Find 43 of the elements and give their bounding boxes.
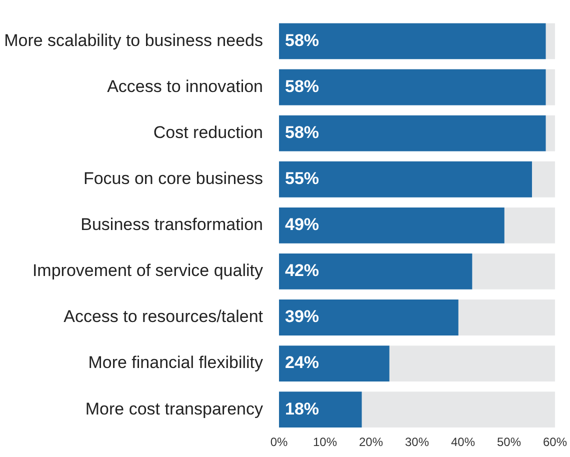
bar (546, 115, 555, 152)
bar (279, 300, 458, 336)
y-tick-label: Focus on core business (83, 169, 263, 188)
bar (532, 161, 555, 198)
x-tick-label: 30% (404, 435, 430, 450)
bar (279, 115, 546, 152)
y-tick-label: More scalability to business needs (4, 30, 263, 50)
y-tick-label: Cost reduction (153, 123, 263, 142)
bar (504, 207, 555, 244)
x-tick-label: 60% (542, 435, 568, 450)
data-label: 18% (285, 399, 320, 418)
bar (279, 207, 504, 244)
bar (362, 392, 555, 428)
data-label: 42% (285, 261, 320, 280)
bar (279, 161, 532, 198)
bar (279, 346, 390, 382)
y-tick-label: Business transformation (80, 215, 263, 234)
x-tick-label: 50% (496, 435, 522, 450)
bar (389, 346, 555, 382)
bar (546, 69, 555, 106)
y-tick-label: Access to resources/talent (64, 307, 264, 326)
data-label: 24% (285, 353, 320, 372)
y-tick-label: Access to innovation (107, 76, 263, 96)
y-tick-label: More cost transparency (85, 399, 264, 418)
bar (458, 300, 555, 336)
data-label: 39% (285, 307, 320, 326)
x-tick-label: 40% (450, 435, 476, 450)
bar (279, 253, 472, 290)
data-label: 58% (285, 123, 320, 142)
y-tick-label: More financial flexibility (88, 353, 264, 372)
bar (546, 23, 555, 60)
x-tick-label: 0% (270, 435, 288, 450)
bar (472, 253, 555, 290)
y-tick-label: Improvement of service quality (32, 261, 264, 280)
bar (279, 23, 546, 60)
bar (279, 69, 546, 106)
x-tick-label: 20% (358, 435, 384, 450)
data-label: 55% (285, 169, 320, 188)
data-label: 49% (285, 215, 320, 234)
data-label: 58% (285, 30, 320, 50)
x-tick-label: 10% (312, 435, 338, 450)
data-label: 58% (285, 76, 320, 96)
bar (279, 392, 362, 428)
